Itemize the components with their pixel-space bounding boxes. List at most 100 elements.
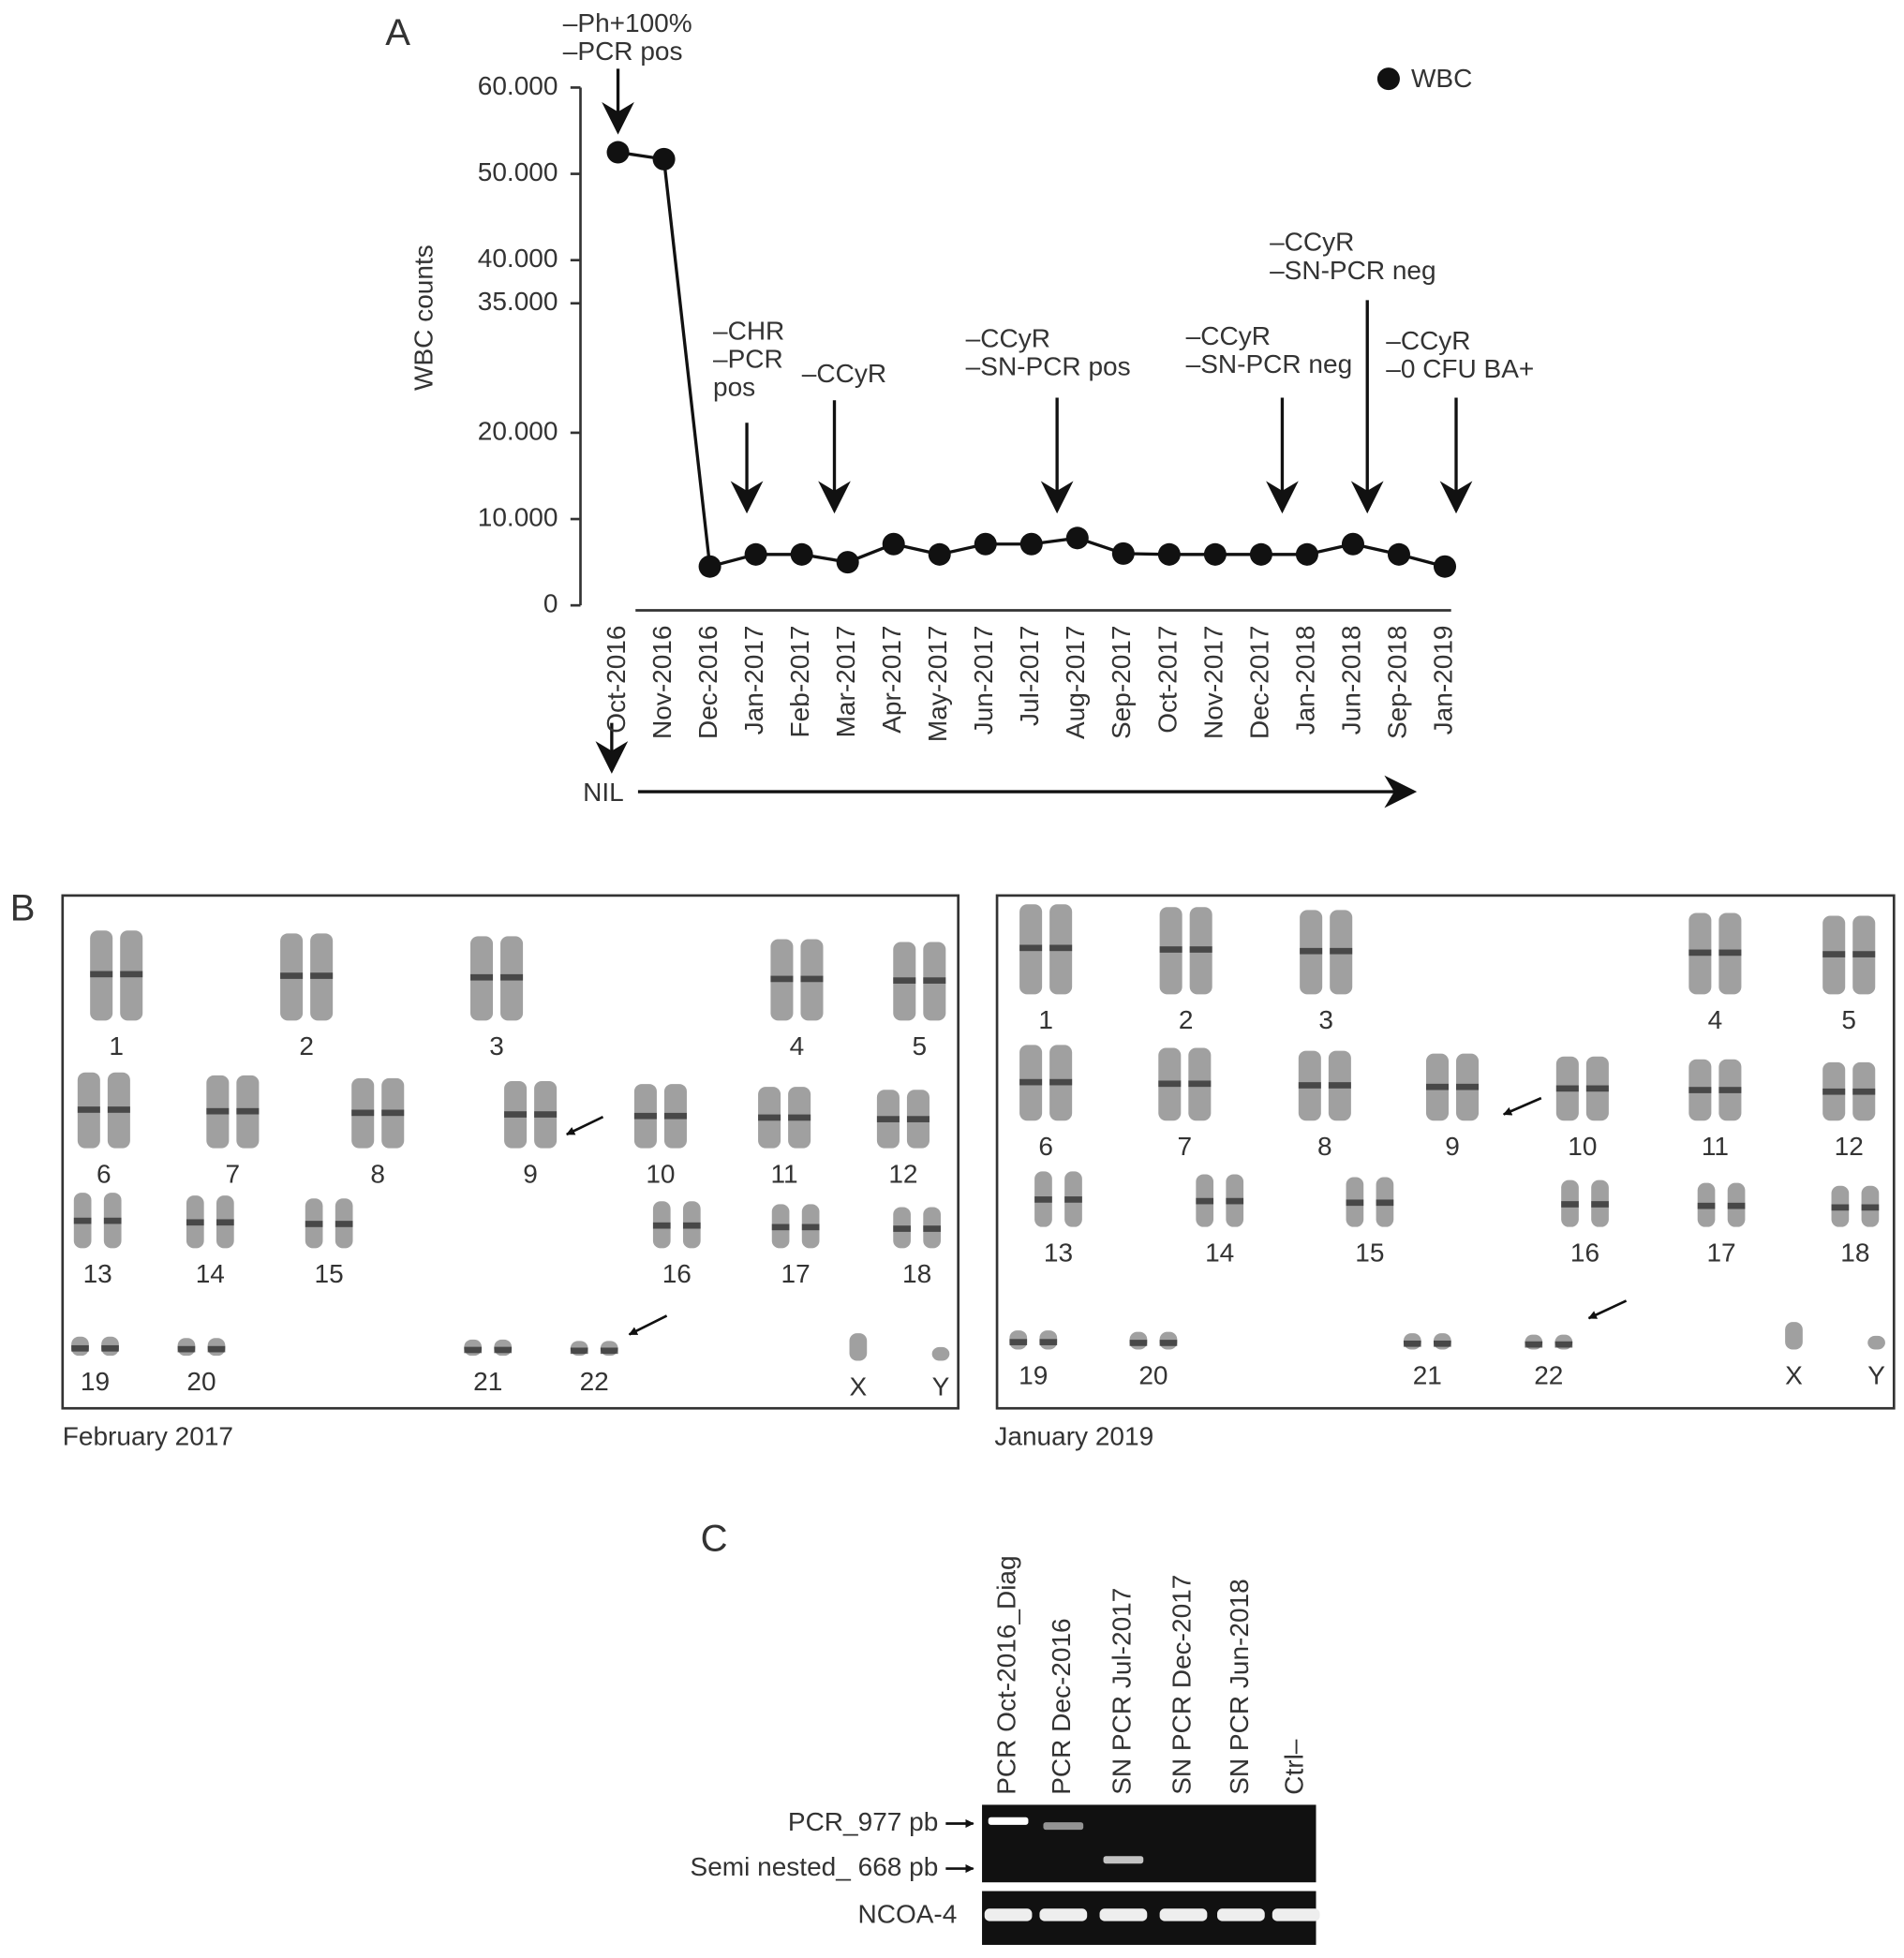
- panel-label: A: [385, 12, 410, 53]
- chromosome: [1785, 1322, 1803, 1350]
- gel-band: [1043, 1822, 1084, 1831]
- data-point: [652, 147, 676, 171]
- data-point: [1433, 555, 1457, 578]
- x-tick-label: Sep-2018: [1382, 626, 1411, 740]
- chromosome-band: [1196, 1197, 1214, 1205]
- chromosome-band: [103, 1217, 122, 1224]
- chromosome-label: 13: [1044, 1238, 1073, 1267]
- annotation: –CCyR: [966, 324, 1050, 353]
- y-tick-label: 20.000: [478, 416, 558, 445]
- chromosome-band: [381, 1109, 405, 1117]
- chromosome: [931, 1346, 950, 1361]
- chromosome-band: [494, 1346, 513, 1354]
- chromosome-band: [1822, 951, 1846, 957]
- annotation: –CCyR: [1270, 228, 1354, 257]
- chromosome-band: [1330, 947, 1353, 955]
- chromosome-band: [1822, 1088, 1846, 1095]
- data-point: [836, 551, 859, 574]
- chromosome-band: [470, 973, 494, 981]
- chromosome-label: 9: [523, 1159, 538, 1188]
- chromosome-band: [1688, 949, 1712, 957]
- karyotype-caption: January 2019: [994, 1422, 1153, 1451]
- chromosome-band: [1188, 1080, 1212, 1088]
- annotation: –PCR pos: [563, 37, 683, 66]
- legend-label: WBC: [1411, 64, 1472, 93]
- x-tick-label: Jun-2017: [969, 626, 998, 735]
- chromosome-label: 18: [902, 1259, 931, 1288]
- chromosome-label: 21: [1413, 1360, 1442, 1389]
- data-point: [1295, 542, 1318, 566]
- karyotype-box: [995, 894, 1896, 1410]
- annotation: –CHR: [713, 317, 784, 346]
- chromosome-band: [1049, 1078, 1073, 1086]
- timeline-label: NIL: [583, 778, 624, 807]
- chromosome-label: 22: [580, 1367, 609, 1396]
- chromosome-band: [788, 1114, 811, 1121]
- x-tick-label: Aug-2017: [1061, 626, 1090, 740]
- annotation: –Ph+100%: [563, 8, 692, 37]
- gel-band: [1099, 1908, 1148, 1921]
- x-tick-label: Jan-2018: [1290, 626, 1319, 735]
- gel-band: [1039, 1908, 1088, 1921]
- data-point: [790, 542, 813, 566]
- chromosome-band: [1019, 944, 1043, 952]
- chromosome-label: 10: [1568, 1132, 1597, 1161]
- chromosome-band: [1158, 1080, 1182, 1088]
- annotation: –SN-PCR neg: [1186, 349, 1353, 378]
- marker-arrow: [565, 1115, 604, 1136]
- chromosome-label: 12: [1835, 1132, 1864, 1161]
- chromosome-band: [758, 1114, 781, 1121]
- chromosome-label: X: [1785, 1360, 1803, 1389]
- lane-label: PCR Dec-2016: [1047, 1618, 1076, 1794]
- data-point: [1157, 542, 1181, 566]
- chromosome-label: 22: [1534, 1360, 1563, 1389]
- chromosome-label: 16: [662, 1259, 692, 1288]
- chromosome-label: 14: [1205, 1238, 1234, 1267]
- chromosome-band: [120, 971, 143, 978]
- chromosome-label: 21: [473, 1367, 502, 1396]
- chromosome-label: 17: [781, 1259, 811, 1288]
- x-tick-label: Dec-2017: [1244, 626, 1273, 739]
- chromosome-label: 11: [771, 1159, 798, 1188]
- chromosome-label: 6: [97, 1159, 112, 1188]
- x-tick-label: Mar-2017: [831, 626, 860, 738]
- gel-band: [1103, 1856, 1144, 1864]
- annotation: –SN-PCR pos: [966, 352, 1131, 381]
- y-tick-label: 10.000: [478, 502, 558, 531]
- lane-label: SN PCR Dec-2017: [1167, 1575, 1196, 1795]
- chromosome-label: 10: [646, 1159, 675, 1188]
- chromosome-band: [1697, 1202, 1716, 1209]
- chromosome-band: [186, 1219, 204, 1226]
- chromosome-label: 1: [1038, 1005, 1053, 1034]
- chromosome-band: [335, 1221, 353, 1227]
- chromosome: [849, 1333, 868, 1361]
- x-tick-label: Jan-2017: [739, 626, 768, 735]
- chromosome-band: [663, 1112, 687, 1120]
- chromosome-band: [893, 1225, 911, 1232]
- chromosome-band: [71, 1344, 89, 1352]
- chromosome-band: [101, 1344, 119, 1352]
- data-point: [1249, 542, 1272, 566]
- chromosome-band: [771, 1224, 790, 1231]
- band-label: Semi nested_ 668 pb: [691, 1852, 939, 1881]
- chromosome-label: 11: [1702, 1132, 1729, 1161]
- chromosome-band: [177, 1345, 196, 1353]
- chromosome-band: [1525, 1341, 1543, 1348]
- chromosome-label: 7: [226, 1159, 241, 1188]
- chromosome-band: [1009, 1339, 1028, 1345]
- chromosome-band: [1718, 1087, 1742, 1093]
- data-point: [606, 141, 630, 164]
- chromosome-band: [1718, 949, 1742, 957]
- chromosome-band: [534, 1111, 558, 1118]
- chromosome-band: [236, 1107, 260, 1115]
- control-label: NCOA-4: [857, 1900, 957, 1929]
- chromosome-band: [1585, 1085, 1609, 1092]
- chromosome-band: [207, 1345, 226, 1353]
- x-tick-label: Nov-2016: [647, 626, 677, 739]
- y-tick-label: 50.000: [478, 157, 558, 186]
- chromosome-band: [1555, 1085, 1579, 1092]
- gel-top: [982, 1804, 1316, 1883]
- chromosome-label: Y: [1867, 1360, 1885, 1389]
- chromosome-band: [107, 1106, 130, 1113]
- chromosome-band: [1159, 946, 1183, 953]
